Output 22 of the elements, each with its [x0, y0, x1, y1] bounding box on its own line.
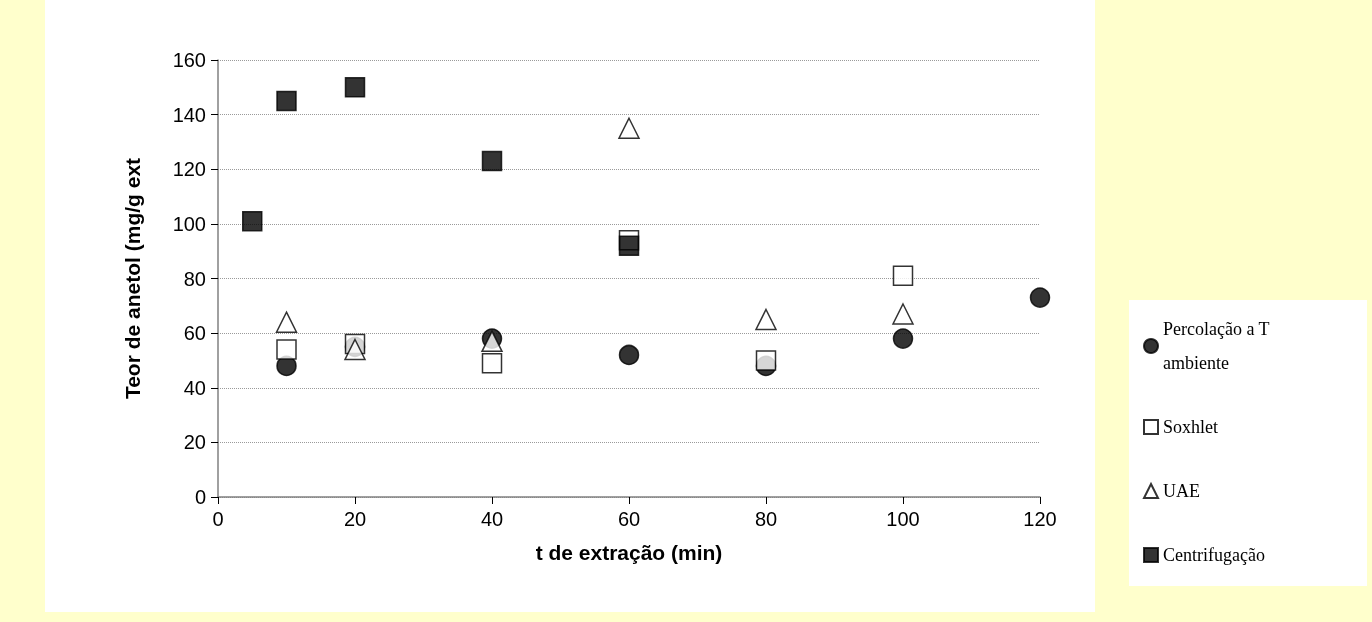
y-tick-label: 140 [172, 103, 206, 126]
x-tick-label: 20 [343, 508, 367, 530]
x-axis-title: t de extração (min) [535, 541, 723, 564]
x-tick-label: 120 [1023, 508, 1057, 530]
x-tick-label: 60 [617, 508, 641, 530]
y-tick-label: 120 [172, 158, 206, 181]
y-tick-label: 0 [194, 486, 206, 508]
x-tick-label: 80 [754, 508, 778, 530]
y-tick-label: 80 [183, 267, 206, 290]
legend-label: UAE [1163, 481, 1200, 501]
y-tick-label: 40 [183, 376, 206, 399]
legend-label: Centrifugação [1163, 545, 1265, 565]
x-tick-label: 40 [480, 508, 504, 530]
legend-label: Soxhlet [1163, 417, 1219, 437]
legend-label: Percolação a T ambiente [1163, 319, 1274, 373]
y-tick-label: 100 [172, 212, 206, 235]
x-tick-label: 0 [212, 508, 224, 530]
y-tick-label: 20 [183, 431, 206, 454]
y-tick-label: 160 [172, 49, 206, 71]
y-tick-label: 60 [183, 322, 206, 345]
x-tick-label: 100 [886, 508, 920, 530]
y-axis-title: Teor de anetol (mg/g ext [121, 157, 144, 400]
